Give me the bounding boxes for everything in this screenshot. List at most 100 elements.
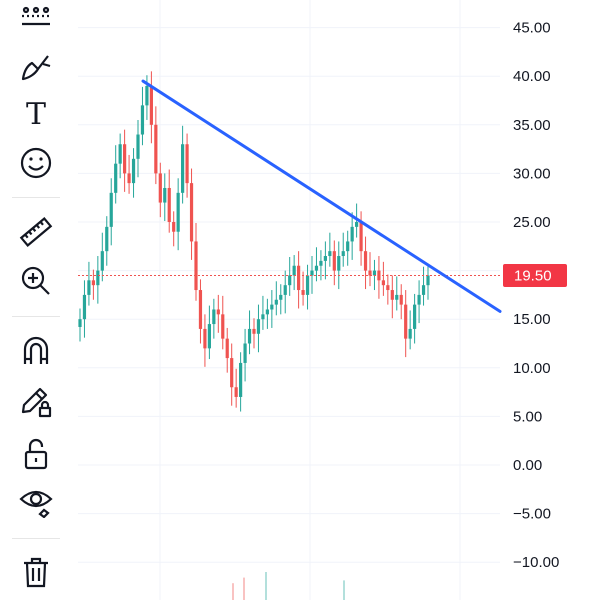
price-tick-label: −10.00 [513,554,559,571]
trendline[interactable] [141,79,502,313]
trash-icon[interactable] [14,550,58,594]
candle-body [172,222,176,232]
emoji-tool-icon[interactable] [14,141,58,185]
brush-tool-icon[interactable] [14,44,58,88]
price-tick-label: 15.00 [513,311,551,328]
candle-body [234,387,238,397]
candle-body [189,183,194,242]
candle-body [274,299,278,305]
candle-body [203,328,207,349]
ruler-tool-icon[interactable] [14,210,58,254]
volume-bar [232,583,234,600]
candle-body [78,319,82,327]
toolbar-divider [12,538,60,539]
candle-body [292,265,296,276]
candle-body [301,290,305,295]
candle-body [127,173,131,184]
price-tick-label: 40.00 [513,68,551,85]
candle-body [386,285,390,291]
volume-bar [265,572,267,600]
candle-body [341,251,345,257]
candle-body [314,265,319,271]
candle-body [279,294,283,300]
candle-body [283,285,287,295]
candle-body [176,192,180,232]
candle-body [265,309,269,315]
magnet-tool-icon[interactable] [14,329,58,373]
chart-grid [78,0,500,600]
candle-body [114,163,118,193]
pattern-tool-icon[interactable] [14,0,58,36]
last-price-badge [503,263,567,287]
candle-body [261,314,265,320]
candle-body [413,304,417,329]
volume-bar [343,580,345,600]
candlestick-series [78,71,500,600]
candle-body [399,294,403,305]
toolbar-divider [12,197,60,198]
candle-body [96,270,100,286]
candle-body [105,226,109,252]
candle-body [136,134,140,159]
candle-body [426,275,430,286]
price-tick-label: 5.00 [513,408,542,425]
price-tick-label: 45.00 [513,20,551,37]
candle-body [239,362,243,397]
candle-body [256,319,261,334]
candle-body [91,280,95,286]
candle-body [417,294,421,305]
candle-body [328,251,332,257]
candle-body [185,144,189,184]
candle-body [198,290,203,329]
candle-body [372,270,377,276]
last-price-marker: 19.50 [503,263,567,287]
lock-drawings-icon[interactable] [14,380,58,424]
candle-body [216,309,220,315]
candle-body [252,328,256,334]
candle-body [363,251,368,271]
candle-body [305,275,310,295]
candle-body [230,358,234,388]
candle-body [270,304,274,310]
candle-body [140,105,145,135]
candle-body [154,124,158,174]
price-axis[interactable]: 45.0040.0035.0030.0025.0020.0015.0010.00… [513,20,559,572]
price-tick-label: 10.00 [513,360,551,377]
candle-body [221,314,225,339]
candle-body [163,187,167,203]
candle-body [194,241,198,291]
candle-body [131,158,136,184]
candle-body [390,290,394,300]
candle-body [337,256,341,271]
candle-body [350,226,354,242]
candle-body [368,270,372,276]
candle-body [332,251,336,271]
candle-body [100,251,104,271]
zoom-in-tool-icon[interactable] [14,259,58,303]
candle-body [207,324,211,349]
candle-body [323,256,327,261]
text-tool-icon[interactable]: T [25,96,46,132]
unlock-icon[interactable] [14,432,58,476]
candle-body [310,270,314,276]
candle-body [355,222,359,227]
candle-body [167,187,171,222]
candle-body [346,241,350,252]
candle-body [421,285,426,295]
price-tick-label: 30.00 [513,165,551,182]
eye-visibility-icon[interactable] [14,478,58,522]
price-tick-label: −5.00 [513,506,551,523]
candle-body [243,343,247,363]
drawing-toolbar: T [0,0,72,600]
candle-body [158,173,162,203]
price-tick-label: 0.00 [513,457,542,474]
price-tick-label: 25.00 [513,214,551,231]
candle-body [82,294,87,320]
candle-body [123,144,127,174]
candle-body [149,85,153,125]
candle-body [87,280,91,295]
candle-body [408,328,412,339]
candle-body [297,265,301,291]
candle-body [359,222,363,252]
